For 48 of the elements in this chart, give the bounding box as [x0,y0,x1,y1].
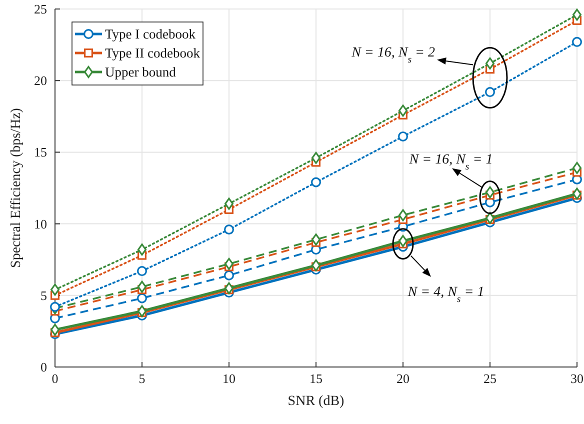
x-tick-label: 10 [222,371,236,386]
point [224,282,234,294]
point [398,131,408,142]
point [312,152,320,164]
point [312,234,320,246]
x-tick-label: 0 [52,371,58,386]
point [138,305,146,318]
point [572,8,582,21]
point [224,258,234,270]
point [572,188,582,200]
y-tick-label: 25 [34,2,47,16]
annotation: N = 16, N$_{s}$ = 1 [408,152,493,172]
point [486,57,494,70]
point [398,104,408,117]
x-tick-label: 15 [310,371,322,386]
point [312,259,320,272]
x-axis-title: SNR (dB) [288,394,345,409]
point [311,177,321,188]
x-tick-label: 20 [396,371,410,386]
point [224,198,234,210]
x-tick-label: 30 [570,371,584,386]
annotation: N = 16, N$_{s}$ = 2 [350,46,435,66]
y-axis-title: Spectral Efficiency (bps/Hz) [9,108,24,268]
point [572,162,582,174]
point [138,280,146,293]
x-tick-label: 25 [484,371,496,386]
y-tick-label: 10 [34,216,47,232]
point [137,266,147,276]
point [138,244,146,256]
point [572,36,582,47]
point [50,284,60,296]
point [486,212,494,224]
y-tick-label: 15 [34,144,47,160]
legend-label: Type II codebook [105,46,200,60]
y-tick-label: 20 [34,73,47,88]
point [398,209,408,222]
y-tick-label: 5 [40,288,47,303]
point [485,87,495,98]
point [224,270,234,280]
point [224,224,234,235]
legend-label: Upper bound [105,64,176,80]
point [50,302,60,312]
annotation: N = 4, N$_{s}$ = 1 [406,284,484,304]
point [137,293,147,304]
legend-label: Type I codebook [105,26,196,42]
point [50,324,60,336]
x-tick-label: 5 [138,371,146,386]
y-tick-label: 0 [40,360,47,374]
